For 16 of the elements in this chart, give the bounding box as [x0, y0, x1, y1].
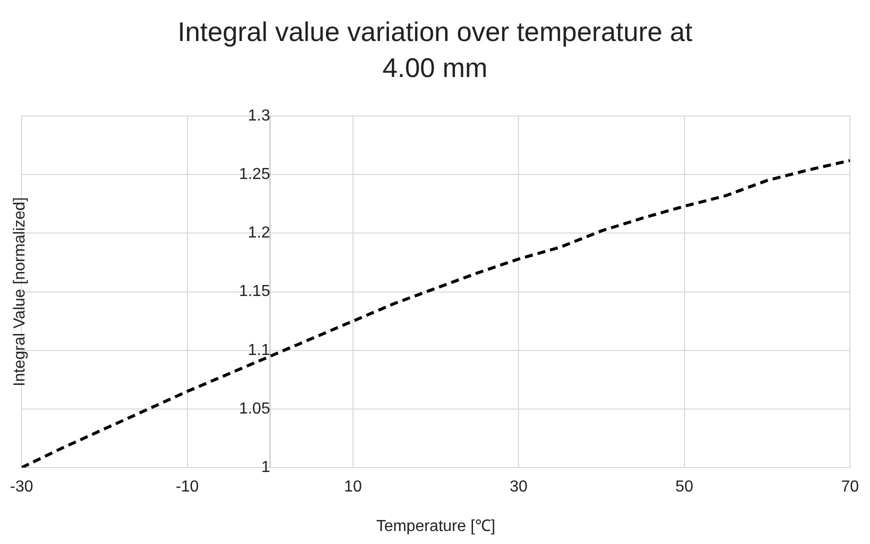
y-tick-label: 1.3 [248, 107, 270, 124]
y-tick-label: 1.1 [248, 342, 270, 359]
x-tick-label: 10 [344, 478, 362, 496]
x-tick-label: -30 [10, 478, 34, 496]
chart-title: Integral value variation over temperature at 4.00 mm [176, 16, 694, 85]
x-axis-title: Temperature [℃] [376, 518, 496, 535]
y-axis-title: Integral Value [normalized] [11, 197, 28, 386]
y-tick-label: 1.15 [238, 283, 270, 300]
x-tick-label: 50 [675, 478, 694, 496]
x-tick-label: -10 [176, 478, 199, 496]
y-tick-label: 1.05 [238, 400, 270, 418]
x-tick-label: 30 [510, 478, 528, 496]
y-tick-label: 1.25 [238, 166, 270, 184]
y-tick-label: 1 [261, 459, 270, 476]
x-tick-label: 70 [841, 478, 859, 496]
y-tick-label: 1.2 [248, 224, 270, 242]
